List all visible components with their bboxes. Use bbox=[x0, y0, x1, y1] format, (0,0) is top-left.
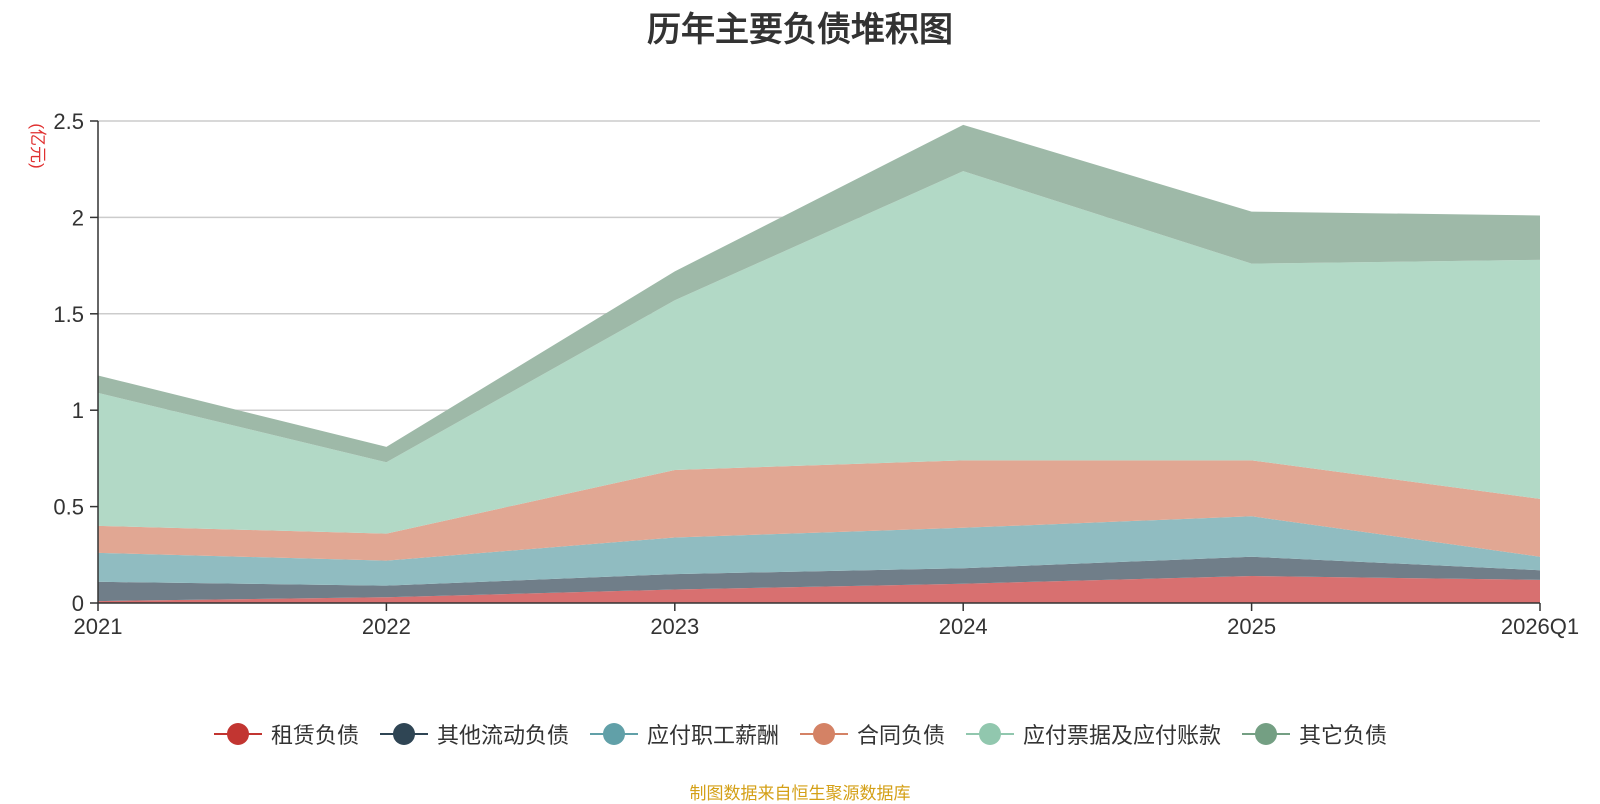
y-tick-label: 0 bbox=[72, 591, 84, 616]
legend-marker-icon bbox=[589, 723, 638, 745]
area-series-6 bbox=[98, 124, 1540, 463]
legend-label: 合同负债 bbox=[857, 723, 946, 748]
x-tick-label: 2023 bbox=[650, 614, 699, 639]
legend-label: 应付票据及应付账款 bbox=[1023, 723, 1222, 748]
legend-label: 租赁负债 bbox=[270, 723, 359, 748]
legend-item-5[interactable]: 应付票据及应付账款 bbox=[965, 718, 1221, 750]
y-tick-label: 2.5 bbox=[53, 109, 84, 134]
legend-item-6[interactable]: 其它负债 bbox=[1241, 718, 1387, 750]
x-tick-label: 2026Q1 bbox=[1501, 614, 1579, 639]
legend-item-2[interactable]: 其他流动负债 bbox=[379, 718, 569, 750]
y-tick-label: 2 bbox=[72, 205, 84, 230]
legend-item-4[interactable]: 合同负债 bbox=[799, 718, 945, 750]
legend-label: 其他流动负债 bbox=[436, 723, 569, 748]
legend-marker-icon bbox=[213, 723, 262, 745]
chart-title: 历年主要负债堆积图 bbox=[647, 11, 953, 49]
x-tick-label: 2021 bbox=[74, 614, 123, 639]
legend-marker-icon bbox=[800, 723, 848, 745]
area-series-5 bbox=[98, 171, 1540, 534]
legend-marker-icon bbox=[379, 723, 428, 745]
x-tick-label: 2025 bbox=[1227, 614, 1276, 639]
area-series-2 bbox=[98, 556, 1540, 602]
area-series-4 bbox=[98, 460, 1540, 561]
y-tick-label: 1.5 bbox=[53, 302, 84, 327]
area-series-1 bbox=[98, 576, 1540, 603]
chart-legend: 租赁负债 其他流动负债 应付职工薪酬 合同负债 应付票据及应付账款 其它负债 bbox=[0, 718, 1600, 750]
legend-item-1[interactable]: 租赁负债 bbox=[213, 718, 359, 750]
y-axis-unit-label: (亿元) bbox=[28, 123, 47, 168]
legend-marker-icon bbox=[1242, 723, 1291, 745]
x-tick-label: 2022 bbox=[362, 614, 411, 639]
y-tick-label: 1 bbox=[72, 398, 84, 423]
legend-label: 应付职工薪酬 bbox=[646, 723, 779, 748]
source-note: 制图数据来自恒生聚源数据库 bbox=[689, 784, 911, 803]
legend-label: 其它负债 bbox=[1299, 723, 1388, 748]
area-series-3 bbox=[98, 516, 1540, 586]
y-tick-label: 0.5 bbox=[53, 495, 84, 520]
x-tick-label: 2024 bbox=[939, 614, 988, 639]
legend-item-3[interactable]: 应付职工薪酬 bbox=[589, 718, 779, 750]
legend-marker-icon bbox=[966, 723, 1015, 745]
